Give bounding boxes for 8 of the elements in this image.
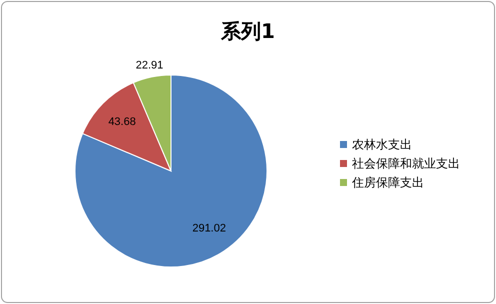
pie-slice [74,74,268,268]
legend-label: 住房保障支出 [351,175,424,190]
data-label: 43.68 [108,116,136,128]
data-label: 291.02 [192,222,226,235]
legend-label: 社会保障和就业支出 [352,156,460,170]
data-label: 22.91 [136,60,164,72]
chart-title: 系列1 [220,19,275,43]
legend-label: 农林水支出 [352,137,412,152]
